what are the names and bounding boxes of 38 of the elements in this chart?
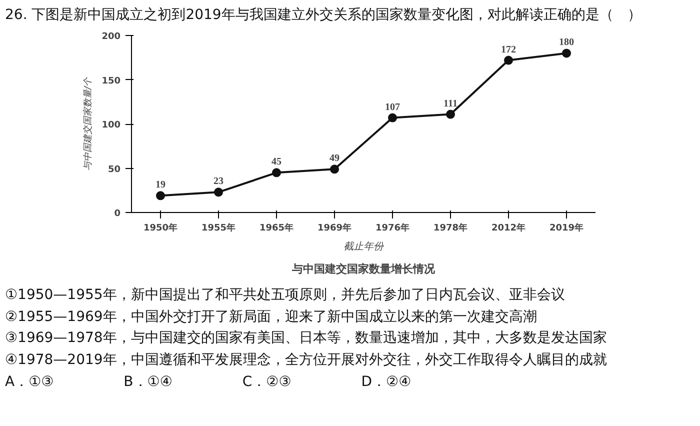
x-tick-label: 1978年 (433, 222, 468, 234)
text: 与中国建交国家数量增长情况 (291, 262, 436, 276)
y-tick-label: 200 (102, 32, 121, 42)
point (446, 110, 455, 119)
point (504, 56, 513, 65)
data-label: 49 (330, 153, 340, 164)
x-tick-label: 1965年 (259, 222, 294, 234)
text: ④1978—2019年，中国遵循和平发展理念，全方位开展对外交往，外交工作取得令人瞩目的成就 (5, 352, 607, 368)
point (214, 188, 223, 197)
x-tick-label: 1955年 (201, 222, 236, 234)
x-tick-label: 2012年 (491, 222, 526, 234)
x-axis-title: 截止年份 (344, 240, 384, 252)
text: ③1969—1978年，与中国建交的国家有美国、日本等，数量迅速增加，其中，大多数是发达国家 (5, 330, 607, 346)
data-label: 107 (385, 102, 400, 113)
data-label: 45 (272, 156, 282, 168)
y-tick-label: 150 (102, 76, 121, 86)
x-tick-label: 1976年 (375, 222, 410, 234)
point (272, 168, 281, 178)
text: 26. 下图是新中国成立之初到2019年与我国建立外交关系的国家数量变化图，对此解读正确的是（ ） (5, 6, 642, 25)
text: A．①③ B．①④ C．②③ D．②④ (5, 374, 412, 390)
point (156, 191, 165, 200)
y-tick-label: 100 (102, 120, 121, 130)
x-tick-label: 1950年 (143, 222, 178, 234)
data-label: 172 (501, 44, 516, 56)
data-label: 180 (559, 37, 574, 48)
y-tick-label: 0 (114, 209, 121, 219)
data-label: 23 (214, 176, 224, 188)
y-tick-label: 50 (108, 164, 121, 175)
y-axis-title: 与中国建交国家数量/个 (82, 76, 94, 171)
data-label: 19 (156, 180, 166, 191)
x-tick-label: 1969年 (317, 222, 352, 234)
text: ①1950—1955年，新中国提出了和平共处五项原则，并先后参加了日内瓦会议、亚非会议 (5, 287, 565, 303)
x-tick-label: 2019年 (549, 222, 584, 234)
point (330, 164, 339, 174)
data-label: 111 (444, 98, 458, 110)
text: ②1955—1969年，中国外交打开了新局面，迎来了新中国成立以来的第一次建交高潮 (5, 308, 537, 325)
point (562, 48, 571, 58)
point (388, 113, 397, 122)
